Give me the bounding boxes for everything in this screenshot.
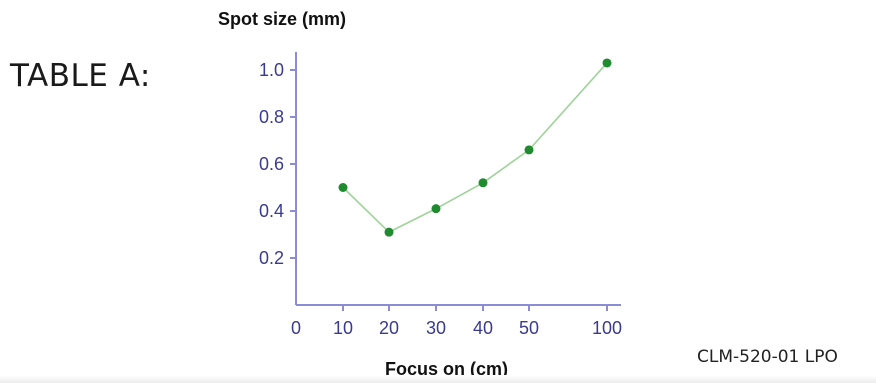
x-tick-label: 40 [473,318,493,338]
y-tick-label: 0.2 [259,248,284,268]
data-point [478,178,488,188]
document-code: CLM-520-01 LPO [697,347,838,367]
series [338,58,612,237]
y-axis-title: Spot size (mm) [218,9,346,29]
x-axis-title: Focus on (cm) [385,359,508,379]
data-point [524,145,534,155]
bottom-edge-shading [0,375,876,383]
page-heading: TABLE A: [10,58,151,94]
x-tick-label: 10 [333,318,353,338]
tick-labels: 0.2 0.4 0.6 0.8 1.0 0 10 20 30 40 50 100 [259,60,622,338]
x-tick-label: 30 [426,318,446,338]
axes [290,52,621,311]
data-point [602,58,612,68]
y-tick-label: 0.4 [259,201,284,221]
data-point [338,183,348,192]
data-point [431,204,441,214]
x-tick-label: 0 [291,318,301,338]
y-tick-label: 0.6 [259,154,284,174]
x-tick-label: 20 [379,318,399,338]
y-tick-label: 1.0 [259,60,284,80]
x-tick-label: 50 [519,318,539,338]
x-tick-label: 100 [592,318,622,338]
series-line [342,62,608,234]
data-point [384,227,394,237]
y-tick-label: 0.8 [259,107,284,127]
